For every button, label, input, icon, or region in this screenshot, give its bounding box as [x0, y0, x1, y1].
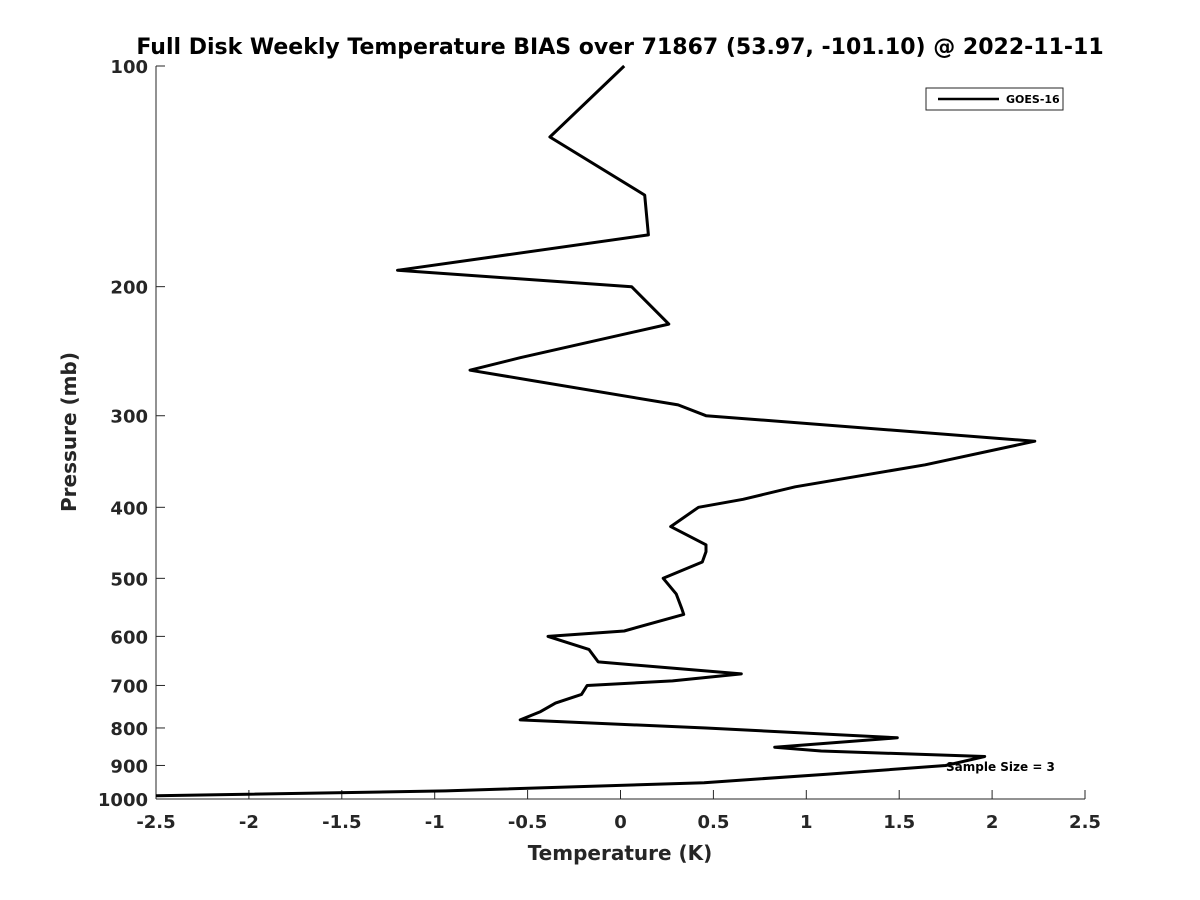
y-tick-label: 700	[110, 676, 148, 697]
y-tick-label: 200	[110, 278, 148, 299]
x-tick-label: 0	[614, 812, 627, 833]
y-axis-label: Pressure (mb)	[57, 352, 81, 512]
legend-label: GOES-16	[1006, 93, 1060, 106]
y-tick-label: 500	[110, 569, 148, 590]
y-tick-label: 300	[110, 407, 148, 428]
x-tick-label: -2	[239, 812, 259, 833]
x-tick-label: -2.5	[136, 812, 175, 833]
x-tick-label: 2	[986, 812, 999, 833]
x-tick-label: -0.5	[508, 812, 547, 833]
y-axis-ticks: 100 200 300 400 500 600 700 800 900 1000	[98, 57, 165, 811]
series-line-goes-16	[155, 64, 1037, 798]
x-tick-label: -1	[425, 812, 445, 833]
plot-area: -2.5 -2 -1.5 -1 -0.5 0 0.5 1 1.5 2 2.5 100 200 300 40…	[98, 57, 1101, 833]
x-tick-label: 0.5	[697, 812, 729, 833]
y-tick-label: 900	[110, 756, 148, 777]
y-tick-label: 600	[110, 627, 148, 648]
x-axis-label: Temperature (K)	[528, 841, 713, 865]
legend: GOES-16	[925, 87, 1064, 111]
x-tick-label: -1.5	[322, 812, 361, 833]
y-tick-label: 100	[110, 57, 148, 78]
x-tick-label: 2.5	[1069, 812, 1101, 833]
y-tick-label: 1000	[98, 790, 148, 811]
sample-size-annotation: Sample Size = 3	[946, 760, 1055, 774]
series-group	[155, 64, 1037, 798]
y-tick-label: 400	[110, 498, 148, 519]
chart-title: Full Disk Weekly Temperature BIAS over 7…	[136, 35, 1103, 60]
x-tick-label: 1	[800, 812, 813, 833]
x-axis-ticks: -2.5 -2 -1.5 -1 -0.5 0 0.5 1 1.5 2 2.5	[136, 790, 1101, 833]
x-tick-label: 1.5	[883, 812, 915, 833]
y-tick-label: 800	[110, 719, 148, 740]
